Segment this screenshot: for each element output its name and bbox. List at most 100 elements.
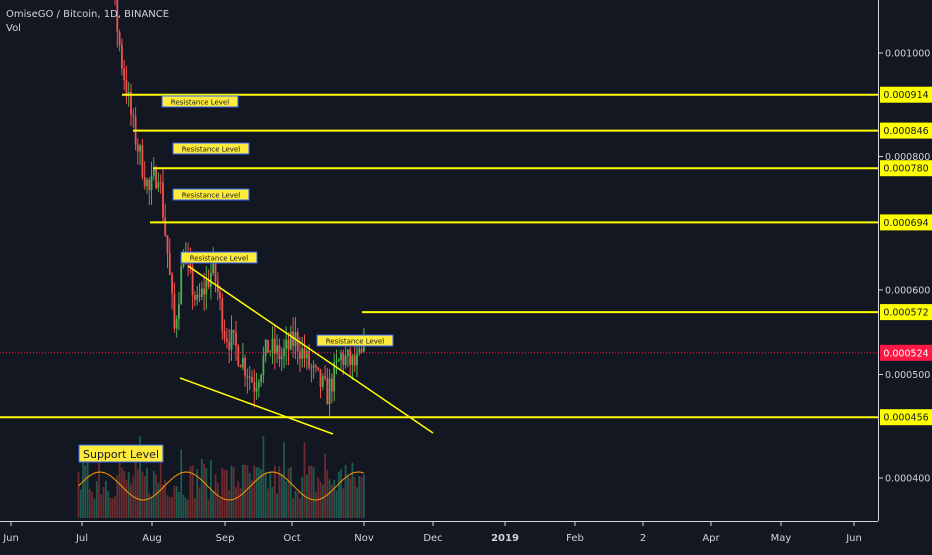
resistance-label: Resistance Level (326, 338, 384, 346)
volume-bar (178, 492, 180, 518)
time-tick-label: Nov (354, 533, 374, 544)
candle-body (152, 169, 155, 176)
resistance-label: Resistance Level (171, 99, 229, 107)
chart-header: OmiseGO / Bitcoin, 1D, BINANCE Vol (6, 8, 169, 36)
price-chart[interactable]: Resistance Level Resistance Level Resistan… (0, 0, 878, 521)
time-tick-label: Aug (142, 533, 162, 544)
volume-bar (95, 481, 98, 518)
candle-body (157, 182, 160, 189)
volume-bar (194, 498, 196, 518)
candle-body (171, 274, 173, 294)
candle-body (196, 295, 199, 300)
candle-body (136, 144, 139, 152)
time-axis[interactable]: Jun Jul Aug Sep Oct Nov Dec 2019 Feb 2 Apr May Jun (0, 521, 878, 551)
candle-body (198, 295, 201, 297)
candle-body (317, 367, 320, 370)
candle-body (226, 338, 228, 342)
candle-body (296, 332, 299, 352)
resistance-label-box (316, 334, 394, 347)
level-tag (880, 160, 932, 177)
volume-bar (264, 472, 267, 518)
volume-bar (351, 462, 354, 518)
volume-bar (273, 465, 276, 518)
time-tick-label: Feb (566, 533, 584, 544)
candle-body (315, 365, 317, 368)
candle-body (349, 349, 352, 365)
chart-area[interactable]: Resistance Level Resistance Level Resistan… (0, 0, 878, 521)
wedge-upper-line (187, 265, 434, 434)
volume-bar (107, 490, 110, 518)
candle-body (148, 179, 151, 191)
volume-bar (105, 480, 107, 518)
resistance-label-box (172, 188, 250, 201)
candle-body (278, 345, 281, 360)
price-axis-svg: 0.001000 0.000800 0.000600 0.000500 0.000400… (879, 49, 932, 485)
volume-bar (271, 487, 274, 518)
candle-body (310, 367, 313, 369)
level-tag (880, 304, 932, 321)
volume-bar (82, 462, 84, 518)
volume-bar (226, 469, 228, 518)
candle-body (139, 145, 141, 152)
candle-body (159, 182, 162, 184)
volume-bar (230, 465, 233, 518)
candle-body (264, 340, 267, 356)
level-tag-label: 0.000914 (883, 90, 928, 101)
volume-bar (253, 465, 256, 518)
time-tick-label: Jun (845, 533, 862, 544)
candle-body (333, 362, 336, 392)
level-tag-label: 0.000694 (883, 218, 928, 229)
volume-bar (246, 465, 249, 518)
volume-bar (358, 476, 361, 518)
price-axis[interactable]: 0.001000 0.000800 0.000600 0.000500 0.000400… (878, 0, 932, 521)
candle-body (326, 378, 329, 405)
volume-bar (308, 465, 310, 518)
volume-bar (267, 488, 269, 518)
volume-bar (171, 496, 173, 518)
candle-body (303, 348, 306, 359)
volume-bar (280, 473, 283, 518)
volume-bar (89, 488, 91, 518)
volume-bar (166, 495, 169, 518)
candle-body (360, 349, 363, 352)
resistance-label-box (180, 251, 258, 264)
level-tag-label: 0.000456 (883, 413, 928, 424)
volume-bar (337, 471, 340, 518)
volume-bar (223, 469, 226, 518)
candle-body (132, 114, 135, 117)
volume-bar (212, 491, 215, 518)
candle-body (207, 280, 210, 287)
candle-body (251, 376, 253, 383)
volume-bar (285, 481, 288, 518)
candle-body (239, 365, 242, 368)
candle-body (283, 348, 285, 357)
volume-bar (168, 497, 171, 518)
volume-bar (184, 497, 187, 518)
volume-bar (360, 477, 363, 518)
volume-bar (84, 465, 87, 518)
candle-body (178, 304, 180, 319)
volume-bar (235, 487, 237, 518)
candle-body (191, 266, 194, 296)
candle-body (205, 280, 208, 295)
volume-bar (303, 442, 306, 518)
volume-bar (331, 484, 333, 518)
volume-bar (342, 488, 345, 518)
candle-body (337, 359, 340, 361)
candle-body (235, 332, 237, 347)
volume-bar (121, 467, 123, 518)
volume-bar (319, 481, 322, 518)
candle-body (269, 351, 272, 353)
price-tick-label: 0.000400 (885, 474, 930, 485)
volume-bar (146, 467, 148, 518)
candle-body (271, 338, 274, 352)
volume-bar (207, 499, 210, 518)
candle-body (255, 387, 258, 392)
price-tick-label: 0.000800 (885, 152, 930, 163)
volume-bar (333, 480, 336, 518)
volume-bar (310, 465, 313, 518)
volume-bar (157, 482, 160, 518)
volume-bar (326, 470, 329, 518)
candle-body (246, 375, 249, 378)
candle-body (285, 339, 288, 349)
